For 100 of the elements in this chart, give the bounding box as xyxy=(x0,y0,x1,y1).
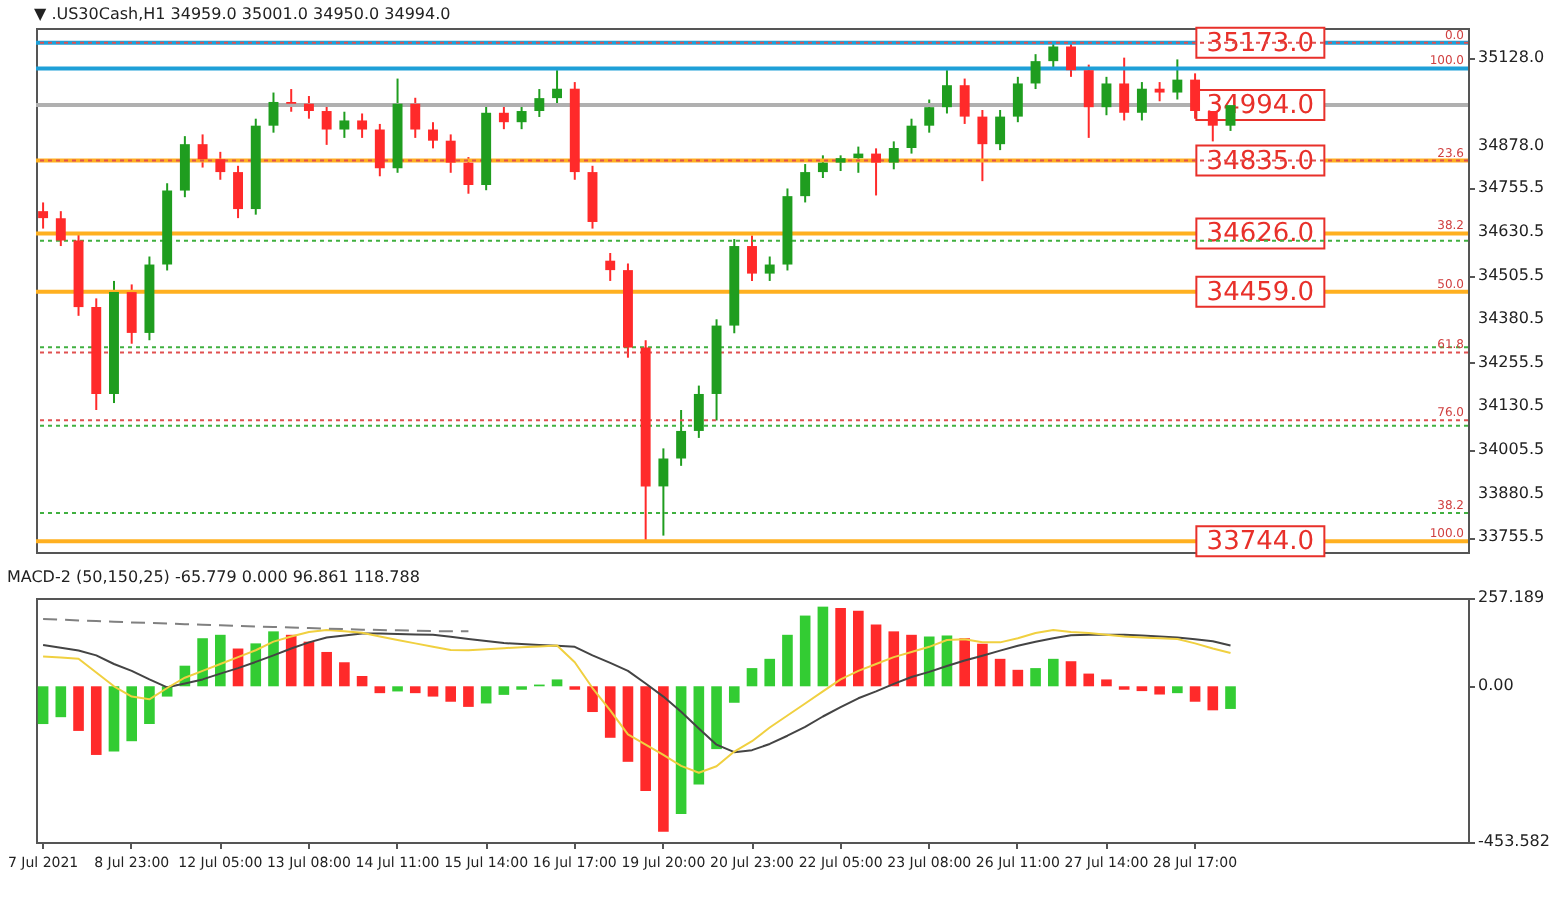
bar xyxy=(1189,686,1201,702)
bar xyxy=(1012,669,1024,687)
candlestick xyxy=(941,69,952,115)
candlestick xyxy=(1048,41,1059,70)
line-series xyxy=(42,632,1232,754)
candlestick xyxy=(55,210,66,248)
candlestick xyxy=(215,150,226,181)
candlestick xyxy=(959,77,970,125)
bar xyxy=(658,686,669,832)
bar xyxy=(409,686,421,694)
candlestick xyxy=(463,156,474,195)
bar xyxy=(782,634,793,687)
bar xyxy=(1225,686,1236,709)
bar xyxy=(285,634,297,687)
bar xyxy=(835,608,846,687)
candlestick xyxy=(693,384,704,439)
bar xyxy=(888,631,900,687)
bar xyxy=(728,686,740,703)
ref-line-label: 33744.0 xyxy=(1206,527,1315,558)
chart-title: ▼ .US30Cash,H1 34959.0 35001.0 34950.0 34994.0 xyxy=(34,4,451,23)
y-tick-label: 33880.5 xyxy=(1478,483,1545,502)
bar xyxy=(392,686,403,692)
bar xyxy=(906,634,917,687)
y-tick-label: 257.189 xyxy=(1478,588,1545,606)
y-tick-label: -453.582 xyxy=(1478,832,1550,850)
candlestick xyxy=(1119,56,1130,122)
ref-line-label: 34459.0 xyxy=(1206,277,1315,308)
ref-line-label: 35173.0 xyxy=(1206,28,1315,59)
candlestick xyxy=(498,105,509,131)
bar xyxy=(994,658,1006,687)
bar xyxy=(1207,686,1219,711)
bar xyxy=(746,668,758,687)
candlestick xyxy=(374,122,385,178)
bar xyxy=(339,662,350,687)
bar xyxy=(675,686,687,814)
candlestick xyxy=(871,147,882,197)
candlestick xyxy=(747,234,757,282)
bar xyxy=(711,686,722,750)
bar xyxy=(604,686,616,738)
candlestick xyxy=(1190,72,1201,120)
candlestick xyxy=(1172,58,1183,101)
candlestick xyxy=(1012,75,1023,124)
bar xyxy=(1030,668,1041,687)
candlestick xyxy=(1101,75,1112,117)
bar xyxy=(977,643,988,687)
ref-line-label: 34626.0 xyxy=(1206,219,1315,250)
bar xyxy=(1065,661,1077,687)
candlestick xyxy=(516,102,527,131)
bar xyxy=(445,686,457,702)
candlestick xyxy=(552,69,563,106)
bar xyxy=(268,631,279,687)
bar xyxy=(1083,673,1095,687)
y-tick-label: 34380.5 xyxy=(1478,309,1545,328)
candlestick xyxy=(1083,63,1094,139)
candlestick xyxy=(800,163,811,204)
y-tick-label: 34630.5 xyxy=(1478,221,1545,240)
y-tick-label: 34130.5 xyxy=(1478,396,1545,415)
bar xyxy=(587,686,598,713)
candlestick xyxy=(658,447,669,537)
bar xyxy=(55,686,67,718)
bar xyxy=(498,686,510,695)
bar xyxy=(640,686,651,791)
candlestick xyxy=(764,255,775,282)
bar xyxy=(1172,686,1183,694)
bar xyxy=(870,624,882,687)
bar xyxy=(427,686,439,697)
candlestick xyxy=(179,135,190,199)
bar xyxy=(215,634,226,687)
ref-line-label: 34994.0 xyxy=(1206,91,1315,122)
y-tick-label: 34255.5 xyxy=(1478,352,1545,371)
candlestick xyxy=(1136,81,1147,122)
candlestick xyxy=(605,252,616,282)
y-tick-label: 34005.5 xyxy=(1478,439,1545,458)
bar xyxy=(817,606,829,687)
ref-line-label: 34835.0 xyxy=(1206,146,1315,177)
bar xyxy=(1101,679,1112,687)
candlestick xyxy=(286,88,297,113)
candlestick xyxy=(303,95,314,120)
bar xyxy=(73,686,84,731)
y-tick-label: 0.00 xyxy=(1478,676,1514,695)
candlestick xyxy=(268,91,279,134)
candlestick xyxy=(1066,42,1076,78)
bar xyxy=(108,686,120,752)
candlestick xyxy=(126,283,137,345)
bar xyxy=(923,636,935,687)
y-tick-label: 33755.5 xyxy=(1478,527,1545,546)
bar xyxy=(126,686,138,742)
y-tick-label: 34505.5 xyxy=(1478,265,1545,284)
candlestick xyxy=(995,108,1006,152)
bar xyxy=(463,686,474,707)
candlestick xyxy=(233,164,243,220)
candlestick xyxy=(676,409,687,467)
candlestick xyxy=(817,154,828,180)
candlestick xyxy=(357,112,368,139)
candlestick xyxy=(924,98,935,134)
bar xyxy=(144,686,155,725)
bar xyxy=(480,686,492,704)
bar xyxy=(764,658,776,687)
candlestick xyxy=(445,133,456,174)
candlestick xyxy=(197,133,208,169)
